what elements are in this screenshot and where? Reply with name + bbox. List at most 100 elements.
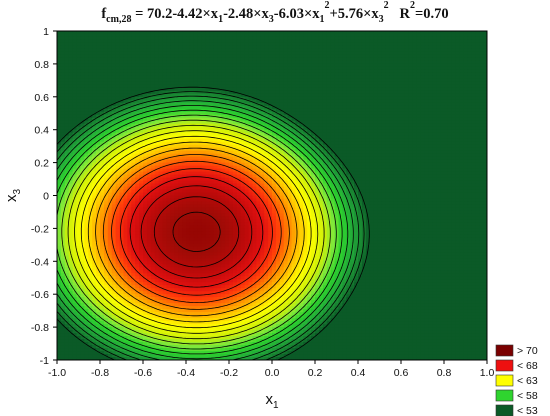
contour-cell bbox=[322, 123, 328, 128]
contour-cell bbox=[182, 147, 187, 152]
contour-cell bbox=[158, 45, 164, 50]
contour-cell bbox=[240, 57, 246, 62]
contour-cell bbox=[432, 54, 437, 59]
contour-cell bbox=[420, 111, 426, 116]
contour-cell bbox=[225, 141, 230, 146]
contour-cell bbox=[96, 105, 101, 110]
contour-cell bbox=[459, 108, 465, 113]
contour-cell bbox=[483, 87, 487, 92]
contour-cell bbox=[139, 51, 144, 56]
contour-cell bbox=[131, 153, 136, 158]
contour-cell bbox=[447, 84, 453, 89]
contour-cell bbox=[479, 114, 484, 119]
contour-cell bbox=[346, 93, 351, 98]
contour-cell bbox=[408, 135, 414, 140]
contour-cell bbox=[299, 87, 304, 92]
contour-cell bbox=[408, 75, 414, 80]
contour-cell bbox=[424, 84, 429, 89]
contour-cell bbox=[444, 84, 449, 89]
contour-cell bbox=[401, 138, 406, 143]
contour-cell bbox=[330, 111, 336, 116]
contour-cell bbox=[318, 63, 324, 68]
contour-cell bbox=[272, 78, 277, 83]
contour-cell bbox=[272, 108, 277, 113]
contour-cell bbox=[123, 162, 128, 167]
contour-cell bbox=[189, 69, 195, 74]
contour-cell bbox=[412, 36, 418, 41]
contour-cell bbox=[135, 45, 140, 50]
contour-cell bbox=[428, 129, 433, 134]
contour-cell bbox=[287, 135, 293, 140]
contour-cell bbox=[389, 132, 394, 137]
contour-cell bbox=[401, 108, 406, 113]
contour-cell bbox=[303, 63, 308, 68]
contour-cell bbox=[92, 126, 97, 131]
contour-cell bbox=[236, 105, 242, 110]
contour-cell bbox=[127, 45, 132, 50]
contour-cell bbox=[401, 150, 406, 155]
contour-cell bbox=[350, 33, 355, 38]
contour-cell bbox=[150, 159, 156, 164]
contour-cell bbox=[322, 156, 328, 161]
contour-cell bbox=[57, 105, 62, 110]
contour-cell bbox=[174, 78, 179, 83]
contour-cell bbox=[119, 162, 125, 167]
contour-cell bbox=[350, 57, 355, 62]
contour-cell bbox=[178, 51, 183, 56]
contour-cell bbox=[361, 31, 367, 35]
contour-cell bbox=[252, 31, 257, 35]
contour-cell bbox=[416, 108, 422, 113]
contour-cell bbox=[408, 63, 414, 68]
contour-cell bbox=[264, 117, 269, 122]
contour-cell bbox=[467, 81, 472, 86]
contour-cell bbox=[260, 90, 265, 95]
contour-cell bbox=[385, 78, 390, 83]
contour-cell bbox=[232, 93, 238, 98]
contour-cell bbox=[315, 45, 320, 50]
contour-cell bbox=[299, 39, 304, 44]
contour-cell bbox=[342, 126, 347, 131]
contour-cell bbox=[291, 36, 297, 41]
contour-cell bbox=[178, 105, 183, 110]
contour-cell bbox=[279, 114, 285, 119]
contour-cell bbox=[57, 90, 62, 95]
contour-cell bbox=[72, 147, 78, 152]
contour-cell bbox=[209, 105, 214, 110]
contour-cell bbox=[248, 111, 254, 116]
contour-cell bbox=[268, 33, 273, 38]
contour-cell bbox=[80, 42, 85, 47]
contour-cell bbox=[170, 57, 175, 62]
contour-cell bbox=[385, 60, 390, 65]
contour-cell bbox=[57, 75, 62, 80]
contour-cell bbox=[334, 132, 340, 137]
contour-cell bbox=[131, 93, 136, 98]
contour-cell bbox=[424, 75, 429, 80]
contour-cell bbox=[209, 78, 214, 83]
contour-cell bbox=[295, 75, 300, 80]
title-segment: -6.03×x bbox=[274, 6, 320, 22]
contour-cell bbox=[205, 111, 211, 116]
contour-cell bbox=[103, 42, 109, 47]
contour-cell bbox=[393, 135, 398, 140]
contour-cell bbox=[428, 126, 433, 131]
contour-cell bbox=[240, 66, 246, 71]
contour-cell bbox=[135, 150, 140, 155]
contour-cell bbox=[221, 117, 226, 122]
contour-cell bbox=[440, 96, 445, 101]
contour-cell bbox=[451, 75, 457, 80]
contour-cell bbox=[424, 45, 429, 50]
contour-cell bbox=[111, 60, 117, 65]
contour-cell bbox=[322, 102, 328, 107]
contour-cell bbox=[373, 90, 379, 95]
contour-cell bbox=[178, 150, 183, 155]
contour-cell bbox=[381, 126, 386, 131]
contour-cell bbox=[354, 141, 359, 146]
contour-cell bbox=[217, 93, 222, 98]
contour-cell bbox=[135, 39, 140, 44]
contour-cell bbox=[334, 126, 340, 131]
contour-cell bbox=[166, 135, 171, 140]
contour-cell bbox=[287, 31, 293, 35]
title-segment: 1 bbox=[320, 14, 325, 25]
contour-cell bbox=[146, 93, 152, 98]
contour-cell bbox=[217, 75, 222, 80]
